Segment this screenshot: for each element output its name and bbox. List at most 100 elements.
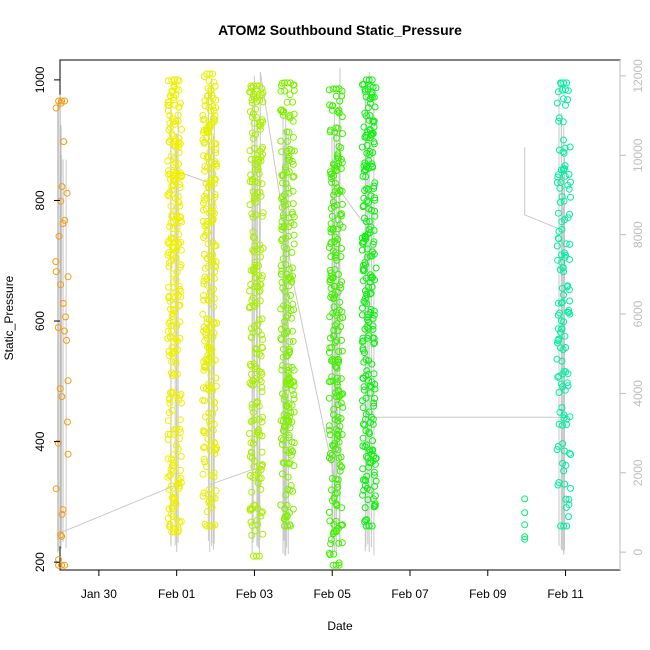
data-point <box>165 99 173 106</box>
data-point <box>334 476 342 484</box>
data-point <box>366 147 374 155</box>
data-point <box>201 163 209 171</box>
data-point <box>288 210 296 218</box>
data-point <box>201 413 209 421</box>
data-point <box>209 217 217 224</box>
data-point <box>371 482 379 490</box>
data-point <box>167 202 175 210</box>
data-point <box>361 85 369 93</box>
data-point <box>283 138 291 145</box>
data-point <box>284 522 291 530</box>
data-point <box>210 285 217 293</box>
data-point <box>62 313 69 321</box>
data-point <box>361 443 369 450</box>
data-point <box>371 385 379 393</box>
data-point <box>358 304 366 312</box>
data-point <box>258 212 266 220</box>
data-point <box>204 240 212 248</box>
data-point <box>278 223 286 231</box>
data-point <box>246 361 254 368</box>
data-point <box>205 159 213 167</box>
data-point <box>246 505 254 513</box>
data-point <box>361 166 369 174</box>
data-point <box>258 418 266 426</box>
data-point <box>367 271 374 279</box>
data-point <box>565 513 572 521</box>
data-point <box>290 173 298 180</box>
data-point <box>327 536 335 543</box>
data-point <box>363 367 371 375</box>
data-point <box>279 427 287 434</box>
data-point <box>359 203 367 211</box>
data-point <box>330 494 338 502</box>
data-point <box>177 390 185 398</box>
data-point <box>329 358 337 366</box>
data-point <box>170 293 178 301</box>
data-point <box>555 420 563 428</box>
data-point <box>205 184 213 192</box>
data-point <box>166 223 174 231</box>
y2-tick-label: 8000 <box>631 221 645 248</box>
data-point <box>284 79 291 87</box>
data-point <box>200 280 208 288</box>
data-point <box>561 172 569 180</box>
data-point <box>336 187 344 195</box>
data-point <box>334 327 342 335</box>
data-point <box>288 147 296 155</box>
data-point <box>165 283 172 291</box>
data-point <box>164 191 172 199</box>
data-point <box>338 336 345 344</box>
data-point <box>254 320 262 328</box>
data-point <box>556 184 564 192</box>
data-point <box>169 451 177 459</box>
data-point <box>332 338 339 346</box>
data-point <box>335 539 343 547</box>
data-point <box>359 491 367 499</box>
data-point <box>174 480 181 488</box>
data-point <box>287 522 294 530</box>
data-point <box>359 397 366 405</box>
data-point <box>258 180 266 188</box>
data-point <box>258 448 266 456</box>
data-point <box>251 258 259 266</box>
data-point <box>281 505 289 513</box>
data-point <box>250 322 258 330</box>
data-point <box>333 240 341 248</box>
data-point <box>165 505 173 513</box>
data-point <box>329 160 337 168</box>
data-point <box>207 85 215 93</box>
data-point <box>255 288 263 296</box>
data-point <box>331 179 339 187</box>
data-point <box>211 209 218 217</box>
y2-tick-label: 4000 <box>631 380 645 407</box>
data-point <box>289 487 297 495</box>
data-point <box>559 148 567 156</box>
data-point <box>279 211 287 219</box>
data-point <box>203 508 211 516</box>
data-point <box>205 486 213 494</box>
data-point <box>325 508 333 516</box>
data-point <box>204 152 211 160</box>
data-point <box>565 501 573 509</box>
data-point <box>206 364 213 372</box>
data-point <box>168 369 175 377</box>
data-point <box>254 479 262 487</box>
data-point <box>361 187 369 194</box>
data-point <box>52 485 60 493</box>
data-point <box>337 253 345 261</box>
data-point <box>211 175 219 183</box>
data-point <box>561 86 569 94</box>
data-point <box>328 486 335 494</box>
data-point <box>277 137 285 145</box>
data-point <box>558 299 565 307</box>
data-point <box>280 214 288 222</box>
data-point <box>335 270 342 278</box>
data-point <box>175 212 183 220</box>
data-point <box>166 396 173 403</box>
data-point <box>203 194 211 202</box>
data-point <box>248 96 256 104</box>
data-point <box>253 189 261 196</box>
data-point <box>171 76 179 84</box>
data-point <box>328 178 336 186</box>
data-point <box>285 400 293 408</box>
